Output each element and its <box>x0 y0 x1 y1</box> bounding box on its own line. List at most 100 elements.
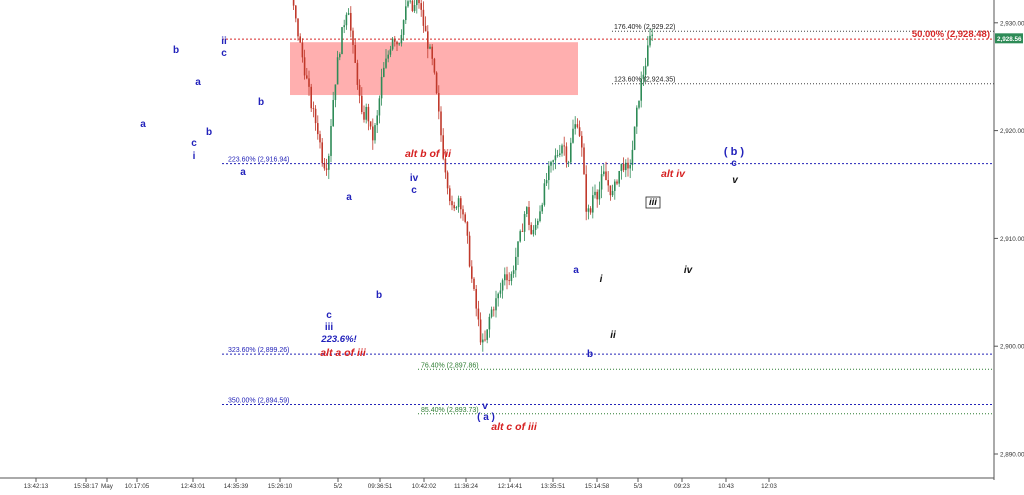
candle-body <box>585 174 587 212</box>
y-tick-label: 2,900.00 <box>1000 344 1024 351</box>
candle-body <box>460 198 462 210</box>
x-tick-label: 15:26:10 <box>268 483 293 490</box>
y-tick-label: 2,930.00 <box>1000 20 1024 27</box>
candle-body <box>400 34 403 44</box>
wave-label: 223.6%! <box>320 334 356 345</box>
candle-body <box>649 35 651 46</box>
x-tick-label: May <box>101 483 114 490</box>
candle-body <box>471 266 473 279</box>
candle-body <box>391 38 394 50</box>
candle-body <box>420 3 422 10</box>
candle-body <box>321 142 323 164</box>
candle-body <box>312 108 315 110</box>
candle-body <box>457 198 460 208</box>
x-tick-label: 09:23 <box>674 483 690 490</box>
fib-label: 50.00% (2,928.48) <box>912 29 990 40</box>
candle-body <box>603 171 605 175</box>
x-tick-label: 10:43 <box>718 483 734 490</box>
wave-label: ii <box>221 36 227 47</box>
candle-body <box>526 207 528 214</box>
candle-body <box>409 0 411 2</box>
candle-body <box>358 84 361 96</box>
candle-body <box>422 9 425 26</box>
candle-body <box>567 162 570 164</box>
last-price-label: 2,928.56 <box>997 36 1022 43</box>
candle-body <box>644 65 647 75</box>
candle-body <box>350 12 352 31</box>
wave-label: alt a of iii <box>320 347 367 359</box>
candle-body <box>537 220 539 225</box>
candle-body <box>523 213 526 232</box>
candle-body <box>638 100 640 108</box>
candle-body <box>380 76 383 99</box>
candle-body <box>504 274 506 281</box>
candle-body <box>385 58 387 68</box>
candle-body <box>510 273 513 282</box>
candle-body <box>552 160 554 162</box>
candle-body <box>614 181 616 191</box>
x-tick-label: 11:36:24 <box>454 483 479 490</box>
candle-body <box>416 0 418 6</box>
candle-body <box>532 229 535 235</box>
fib-label: 76.40% (2,897.86) <box>421 362 479 369</box>
candle-body <box>636 107 638 127</box>
wave-label: alt iv <box>661 168 686 180</box>
candle-body <box>301 42 304 58</box>
candle-body <box>299 36 301 43</box>
wave-label: b <box>587 349 593 360</box>
x-tick-label: 12:43:01 <box>181 483 206 490</box>
candle-body <box>629 165 631 169</box>
wave-label: a <box>240 167 246 178</box>
candle-body <box>466 221 469 236</box>
candle-body <box>387 54 389 59</box>
candle-body <box>486 329 488 340</box>
candle-body <box>372 126 374 141</box>
candle-body <box>631 149 634 166</box>
x-tick-label: 09:36:51 <box>368 483 393 490</box>
x-tick-label: 14:35:39 <box>224 483 249 490</box>
fib-label: 323.60% (2,899.26) <box>228 347 290 354</box>
candle-body <box>356 62 359 85</box>
candle-body <box>453 205 455 209</box>
candle-body <box>376 115 378 126</box>
candle-body <box>490 309 493 317</box>
x-tick-label: 13:35:51 <box>541 483 566 490</box>
candle-body <box>336 57 339 85</box>
fib-label: 123.60% (2,924.35) <box>614 77 676 84</box>
x-tick-label: 10:17:05 <box>125 483 150 490</box>
candle-body <box>367 106 370 122</box>
wave-label: b <box>376 290 382 301</box>
wave-label: c <box>326 310 332 321</box>
candle-body <box>405 6 407 21</box>
candle-body <box>625 162 627 171</box>
candle-body <box>576 124 579 128</box>
candle-body <box>479 319 482 343</box>
candle-body <box>633 126 636 150</box>
x-tick-label: 15:58:17 <box>74 483 99 490</box>
candle-body <box>517 241 519 257</box>
candle-body <box>493 309 495 311</box>
wave-label: v <box>482 401 488 412</box>
wave-label: c <box>221 48 227 59</box>
candle-body <box>561 145 563 154</box>
wave-label: iii <box>325 322 334 333</box>
candle-body <box>343 25 345 28</box>
candle-body <box>378 98 381 116</box>
candle-body <box>607 180 609 186</box>
candle-body <box>341 27 343 55</box>
candle-body <box>435 72 438 94</box>
wave-label: b <box>173 45 179 56</box>
x-tick-label: 15:14:58 <box>585 483 610 490</box>
candle-body <box>642 74 645 79</box>
candle-body <box>440 111 442 136</box>
wave-label: iii <box>649 197 657 208</box>
candle-body <box>442 135 444 159</box>
last-price-box <box>995 33 1023 44</box>
fib-label: 176.40% (2,929.22) <box>614 24 676 31</box>
candle-body <box>574 124 576 129</box>
fib-label: 223.60% (2,916.94) <box>228 157 290 164</box>
candle-body <box>308 78 310 87</box>
candle-body <box>365 106 367 120</box>
candle-body <box>548 165 550 181</box>
candle-body <box>528 207 530 225</box>
